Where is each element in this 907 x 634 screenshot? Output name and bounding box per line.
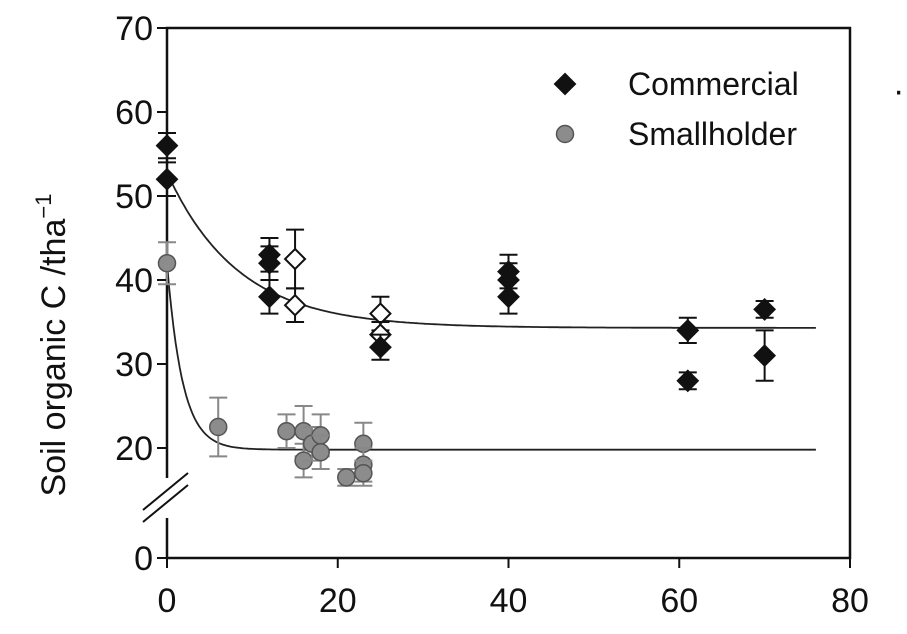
smallholder-point xyxy=(337,468,356,487)
data-points xyxy=(155,132,777,487)
commercial-point xyxy=(258,279,281,315)
diamond-marker xyxy=(676,369,700,393)
circle-marker xyxy=(277,421,296,441)
x-tick-label: 40 xyxy=(490,582,528,620)
legend-diamond-icon xyxy=(553,72,577,96)
legend-label: Commercial xyxy=(628,66,799,102)
y-tick-label: 0 xyxy=(134,540,153,578)
commercial-point xyxy=(497,279,520,315)
smallholder-point xyxy=(277,413,296,449)
commercial-point xyxy=(283,228,307,290)
x-tick-label: 60 xyxy=(660,582,698,620)
x-tick-label: 20 xyxy=(319,582,357,620)
diamond-marker xyxy=(258,285,281,309)
commercial-point xyxy=(753,297,777,321)
diamond-marker xyxy=(283,247,307,271)
smallholder-point xyxy=(208,396,228,458)
y-axis-label: Soil organic C /tha−1 xyxy=(31,194,73,497)
commercial-point xyxy=(676,316,700,344)
x-tick-label: 0 xyxy=(158,582,177,620)
circle-marker xyxy=(208,417,228,437)
diamond-marker xyxy=(676,318,700,342)
circle-marker xyxy=(311,442,330,462)
axes xyxy=(142,26,852,568)
legend: Commercial Smallholder xyxy=(553,66,799,152)
diamond-marker xyxy=(155,167,179,191)
commercial-point xyxy=(753,329,777,382)
y-tick-label: 40 xyxy=(115,262,153,300)
diamond-marker xyxy=(497,285,520,309)
fit-curves xyxy=(166,172,816,451)
y-tick-label: 20 xyxy=(115,430,153,468)
y-tick-label: 60 xyxy=(115,94,153,132)
diamond-marker xyxy=(369,335,392,359)
diamond-marker xyxy=(753,297,777,321)
circle-marker xyxy=(354,463,373,483)
axis-break-mark xyxy=(142,484,189,523)
commercial-point xyxy=(283,287,307,323)
commercial-point xyxy=(258,245,281,281)
y-tick-label: 70 xyxy=(115,10,153,48)
tick-labels: 0 20 40 60 80 0 20 30 40 50 60 70 xyxy=(115,10,869,620)
legend-item-commercial: Commercial xyxy=(553,66,799,102)
legend-item-smallholder: Smallholder xyxy=(555,116,797,152)
axis-break-mark xyxy=(142,472,189,511)
diamond-marker xyxy=(753,344,777,368)
smallholder-point xyxy=(157,241,177,286)
legend-circle-icon xyxy=(555,124,575,144)
circle-marker xyxy=(337,468,356,487)
commercial-point xyxy=(155,161,179,197)
y-axis-label-text: Soil organic C /tha xyxy=(35,219,73,497)
y-tick-label: 50 xyxy=(115,178,153,216)
smallholder-point xyxy=(354,459,373,487)
diamond-marker xyxy=(155,134,179,158)
commercial-point xyxy=(369,333,392,361)
y-axis-label-superscript: −1 xyxy=(31,194,56,219)
legend-label: Smallholder xyxy=(628,116,797,152)
commercial-point xyxy=(155,132,179,160)
diamond-marker xyxy=(258,251,281,275)
y-tick-label: 30 xyxy=(115,346,153,384)
commercial-point xyxy=(676,369,700,393)
diamond-marker xyxy=(283,293,307,317)
stray-mark: · xyxy=(893,72,904,110)
x-tick-label: 80 xyxy=(831,582,869,620)
smallholder-point xyxy=(311,434,330,470)
circle-marker xyxy=(157,253,177,273)
fit-curve-smallholder xyxy=(166,263,816,451)
